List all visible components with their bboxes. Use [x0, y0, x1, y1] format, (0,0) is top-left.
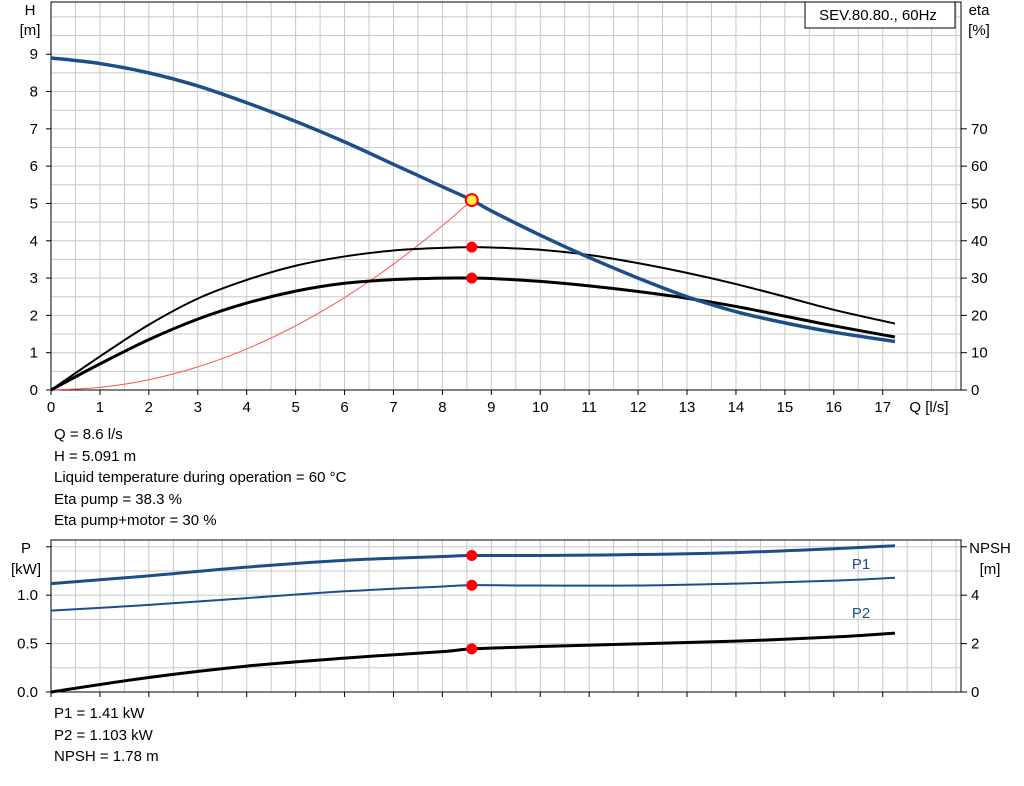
y2-axis-unit: [%] — [968, 22, 990, 39]
y-tick-label: 3 — [30, 270, 38, 287]
x-tick-label: 14 — [728, 399, 745, 416]
readout-q: Q = 8.6 l/s — [54, 426, 123, 443]
x-tick-label: 4 — [243, 399, 251, 416]
x-tick-label: 8 — [438, 399, 446, 416]
npsh-tick-label: 4 — [971, 587, 979, 604]
npsh-curve — [50, 631, 896, 694]
duty-readout-top: Q = 8.6 l/s H = 5.091 m Liquid temperatu… — [54, 424, 346, 532]
y-tick-label: 8 — [30, 84, 38, 101]
y2-tick-label: 50 — [971, 195, 988, 212]
readout-eta-pump: Eta pump = 38.3 % — [54, 490, 182, 508]
npsh-axis-label: NPSH — [969, 540, 1011, 557]
y2-tick-label: 20 — [971, 307, 988, 324]
y2-axis-label: eta — [969, 2, 991, 19]
y-axis-label: H — [25, 2, 36, 19]
x-tick-label: 0 — [47, 399, 55, 416]
lower-plot: 0.0 0.5 1.0 P [kW] 0 2 4 NPSH [m] P1 P2 — [11, 539, 1011, 701]
readout-eta-pump-motor: Eta pump+motor = 30 % — [54, 512, 217, 529]
y2-tick-label: 0 — [971, 382, 979, 399]
lower-plot-frame — [50, 539, 962, 693]
x-tick-label: 1 — [96, 399, 104, 416]
y2-tick-label: 30 — [971, 270, 988, 287]
readout-h: H = 5.091 m — [54, 447, 137, 465]
p-axis-unit: [kW] — [11, 561, 41, 578]
x-tick-label: 17 — [874, 399, 891, 416]
x-tick-label: 12 — [630, 399, 647, 416]
x-tick-label: 9 — [487, 399, 495, 416]
p-axis-label: P — [21, 540, 31, 557]
readout-liquid-temperature: Liquid temperature during operation = 60… — [54, 469, 347, 486]
y-tick-label: 4 — [30, 233, 38, 250]
y-tick-label: 6 — [30, 158, 38, 175]
y-tick-label: 7 — [30, 121, 38, 138]
p-tick-label: 0.5 — [17, 636, 38, 653]
y-tick-label: 0 — [30, 382, 38, 399]
p2-curve-label: P2 — [852, 605, 870, 622]
y2-tick-label: 40 — [971, 233, 988, 250]
x-axis-label: Q [l/s] — [909, 399, 948, 416]
x-tick-label: 16 — [825, 399, 842, 416]
x-tick-label: 3 — [194, 399, 202, 416]
npsh-duty-point — [466, 643, 478, 655]
p1-curve-label: P1 — [852, 556, 870, 573]
y-tick-label: 9 — [30, 46, 38, 63]
upper-plot: 0 1 2 3 4 5 6 7 8 9 10 11 12 13 14 15 16 17 Q [l/s]0123456… — [20, 1, 991, 416]
x-tick-label: 2 — [145, 399, 153, 416]
npsh-tick-label: 0 — [971, 684, 979, 701]
x-tick-label: 15 — [777, 399, 794, 416]
x-tick-label: 5 — [291, 399, 299, 416]
chart-title: SEV.80.80., 60Hz — [819, 7, 937, 24]
readout-npsh: NPSH = 1.78 m — [54, 748, 159, 765]
readout-p1: P1 = 1.41 kW — [54, 705, 145, 722]
p-tick-label: 0.0 — [17, 684, 38, 701]
x-tick-label: 10 — [532, 399, 549, 416]
y2-tick-label: 10 — [971, 345, 988, 362]
system-curve — [50, 199, 473, 391]
p-tick-label: 1.0 — [17, 587, 38, 604]
y2-tick-label: 70 — [971, 121, 988, 138]
head-duty-point — [464, 193, 479, 208]
x-tick-label: 13 — [679, 399, 696, 416]
p2-duty-point — [466, 579, 478, 591]
npsh-axis-unit: [m] — [980, 561, 1001, 578]
upper-plot-frame — [50, 1, 962, 391]
npsh-tick-label: 2 — [971, 636, 979, 653]
eta-pump-motor-duty-point — [466, 272, 478, 284]
x-tick-label: 11 — [581, 399, 597, 416]
x-tick-label: 7 — [389, 399, 397, 416]
y-axis-unit: [m] — [20, 22, 41, 39]
eta-pump-duty-point — [466, 241, 478, 253]
x-tick-label: 6 — [340, 399, 348, 416]
readout-p2: P2 = 1.103 kW — [54, 726, 153, 744]
title-box — [804, 1, 956, 29]
y-tick-label: 5 — [30, 195, 38, 212]
p1-duty-point — [466, 549, 478, 561]
y-tick-label: 2 — [30, 307, 38, 324]
y-tick-label: 1 — [30, 345, 38, 362]
duty-readout-bottom: P1 = 1.41 kW P2 = 1.103 kW NPSH = 1.78 m — [54, 703, 159, 768]
y2-tick-label: 60 — [971, 158, 988, 175]
